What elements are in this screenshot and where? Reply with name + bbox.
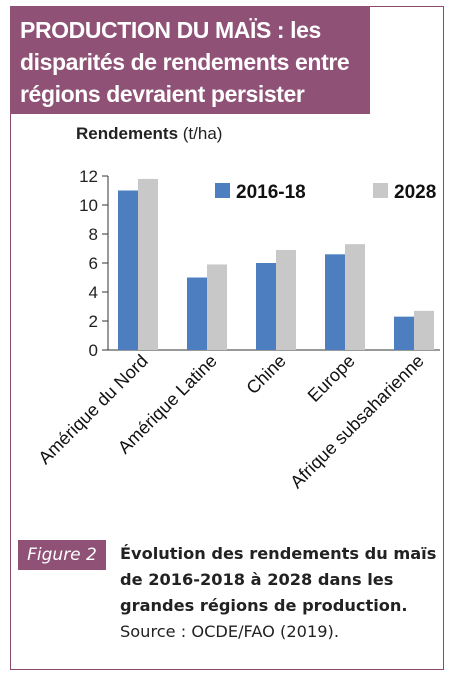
legend-swatch-1 bbox=[373, 183, 388, 198]
chart-title-box: PRODUCTION DU MAÏS : les disparités de r… bbox=[10, 6, 370, 114]
bar-201618-1 bbox=[187, 277, 207, 350]
bar-2028-4 bbox=[414, 310, 434, 350]
bar-2028-2 bbox=[276, 249, 296, 350]
bar-201618-2 bbox=[256, 263, 276, 350]
figure-caption: Évolution des rendements du maïs de 2016… bbox=[120, 541, 440, 645]
bar-2028-3 bbox=[345, 244, 365, 350]
bar-2028-1 bbox=[207, 264, 227, 350]
bar-201618-4 bbox=[394, 316, 414, 350]
title-line-2: disparités de rendements entre bbox=[20, 49, 350, 75]
bar-201618-3 bbox=[325, 254, 345, 350]
caption-source: Source : OCDE/FAO (2019). bbox=[120, 622, 340, 641]
y-tick-label: 2 bbox=[89, 312, 98, 331]
legend-label-1: 2028 bbox=[394, 182, 436, 203]
y-axis-title-unit: (t/ha) bbox=[182, 124, 223, 143]
category-label: Chine bbox=[242, 351, 289, 398]
title-line-3: régions devraient persister bbox=[20, 81, 305, 107]
legend-label-0: 2016-18 bbox=[236, 182, 306, 203]
legend-swatch-0 bbox=[215, 183, 230, 198]
caption-title: Évolution des rendements du maïs de 2016… bbox=[120, 544, 437, 615]
y-axis-title: Rendements (t/ha) bbox=[76, 124, 222, 144]
bar-2028-0 bbox=[138, 178, 158, 350]
y-tick-label: 12 bbox=[79, 167, 98, 186]
category-label: Europe bbox=[304, 351, 359, 406]
title-line-1: PRODUCTION DU MAÏS : les bbox=[20, 17, 321, 43]
bar-201618-0 bbox=[118, 190, 138, 350]
y-tick-label: 6 bbox=[89, 254, 98, 273]
y-tick-label: 4 bbox=[89, 283, 98, 302]
category-label: Afrique subsaharienne bbox=[286, 351, 428, 493]
figure-badge: Figure 2 bbox=[18, 540, 106, 570]
y-axis-title-main: Rendements bbox=[76, 124, 179, 143]
y-tick-label: 0 bbox=[89, 341, 98, 360]
y-tick-label: 10 bbox=[79, 196, 98, 215]
y-tick-label: 8 bbox=[89, 225, 98, 244]
